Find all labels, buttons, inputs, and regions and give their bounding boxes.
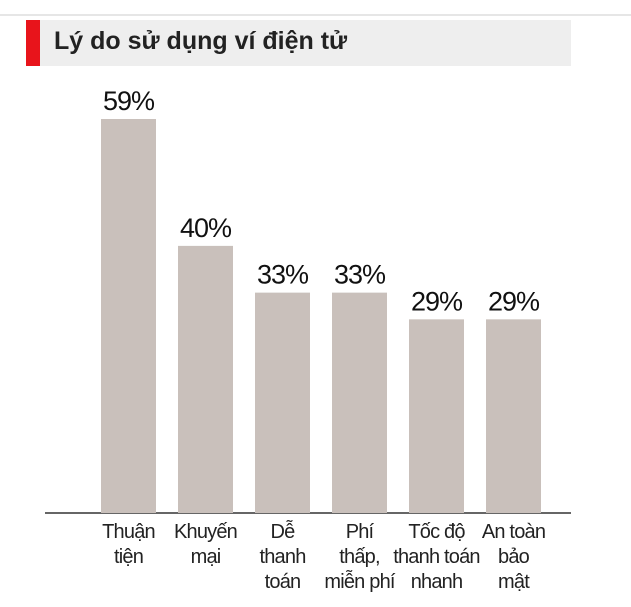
bar [255,292,310,513]
x-tick-label: Thuận tiện [102,521,156,568]
value-label: 33% [334,260,386,290]
x-tick-label: An toàn bảo mật [481,521,546,593]
title-accent [26,20,40,66]
value-label: 40% [180,213,232,243]
title-bar [26,20,571,66]
x-tick-label: Phí thấp, miễn phí [324,521,395,593]
x-tick-label: Dễ thanh toán [259,521,306,593]
bar [486,319,541,513]
value-label: 29% [411,286,463,316]
value-label: 29% [488,286,540,316]
x-tick-label: Tốc độ thanh toán nhanh [393,521,480,593]
bar [101,119,156,513]
bar [178,245,233,514]
chart-title: Lý do sử dụng ví điện tử [54,27,348,55]
bar [409,319,464,513]
x-tick-label: Khuyến mại [173,521,238,568]
value-label: 59% [103,86,155,116]
bar [332,292,387,513]
value-label: 33% [257,260,309,290]
